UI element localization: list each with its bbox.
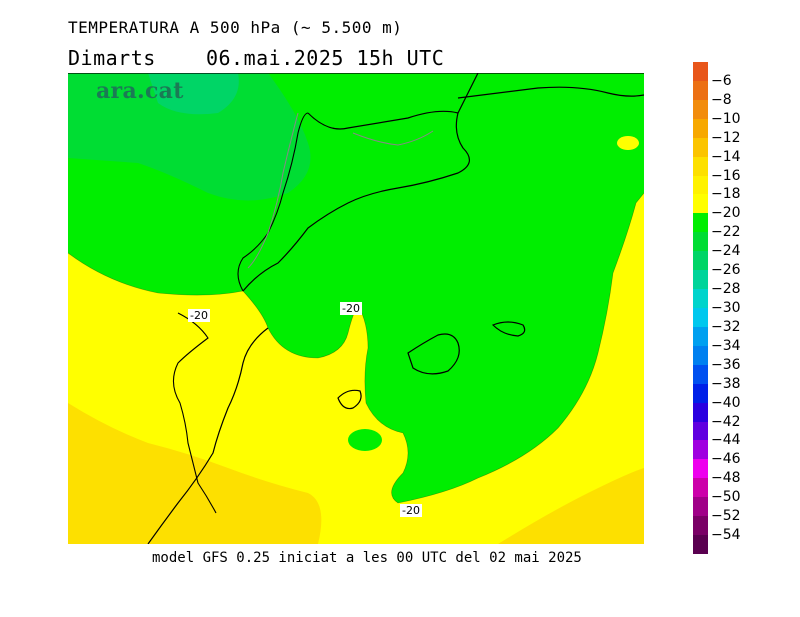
colorbar-label: −10 bbox=[711, 110, 741, 127]
coastline bbox=[68, 73, 644, 544]
colorbar-label: −22 bbox=[711, 224, 741, 241]
map-title: TEMPERATURA A 500 hPa (~ 5.500 m) bbox=[68, 18, 403, 37]
forecast-datetime: Dimarts 06.mai.2025 15h UTC bbox=[68, 46, 444, 70]
colorbar-segment bbox=[693, 497, 708, 517]
island-mallorca bbox=[407, 333, 460, 375]
ara-cat-logo: ara.cat bbox=[96, 78, 184, 104]
colorbar-segment bbox=[693, 383, 708, 404]
zone-minus24 bbox=[68, 73, 311, 201]
contour-label: -20 bbox=[400, 504, 422, 517]
colorbar-label: −50 bbox=[711, 489, 741, 506]
colorbar-label: −30 bbox=[711, 300, 741, 316]
colorbar-segment bbox=[693, 289, 708, 309]
colorbar-segment bbox=[693, 137, 708, 158]
zone-minus20 bbox=[68, 193, 644, 544]
map-canvas bbox=[68, 73, 644, 544]
zone-minus20-blob bbox=[617, 136, 639, 150]
colorbar-label: −28 bbox=[711, 281, 741, 298]
colorbar-segment bbox=[693, 421, 708, 441]
temperature-colorbar bbox=[693, 62, 708, 555]
colorbar-label: −38 bbox=[711, 375, 741, 392]
island-ibiza bbox=[337, 389, 362, 410]
colorbar-label: −54 bbox=[711, 527, 741, 544]
colorbar-segment bbox=[693, 440, 708, 460]
colorbar-segment bbox=[693, 345, 708, 366]
zone-minus18-east bbox=[498, 468, 644, 544]
colorbar-segment bbox=[693, 402, 708, 423]
colorbar-segment bbox=[693, 175, 708, 195]
colorbar-label: −36 bbox=[711, 356, 741, 373]
colorbar-segment bbox=[693, 232, 708, 252]
island-menorca bbox=[491, 321, 526, 337]
colorbar-label: −14 bbox=[711, 148, 741, 165]
model-info: model GFS 0.25 iniciat a les 00 UTC del … bbox=[152, 550, 582, 566]
zone-minus22-blob bbox=[348, 429, 382, 451]
colorbar-segment bbox=[693, 80, 708, 101]
colorbar-segment bbox=[693, 62, 708, 82]
colorbar-label: −52 bbox=[711, 508, 741, 525]
zone-minus18 bbox=[68, 403, 322, 544]
colorbar-segment bbox=[693, 308, 708, 328]
colorbar-label: −24 bbox=[711, 243, 741, 260]
colorbar-label: −6 bbox=[711, 72, 732, 89]
colorbar-label: −18 bbox=[711, 186, 741, 203]
zone-minus26 bbox=[148, 73, 239, 115]
forecast-day: Dimarts bbox=[68, 46, 156, 70]
region-border bbox=[247, 112, 434, 269]
colorbar-label: −32 bbox=[711, 318, 741, 335]
colorbar-label: −46 bbox=[711, 451, 741, 468]
colorbar-segment bbox=[693, 478, 708, 498]
colorbar-label: −34 bbox=[711, 337, 741, 354]
colorbar-segment bbox=[693, 99, 708, 120]
contour-minus20 bbox=[68, 192, 644, 504]
temperature-map: ara.cat -20 -20 -20 bbox=[68, 73, 644, 544]
colorbar-segment bbox=[693, 516, 708, 536]
colorbar-segment bbox=[693, 194, 708, 214]
colorbar-segment bbox=[693, 535, 708, 555]
colorbar-label: −26 bbox=[711, 262, 741, 279]
colorbar-label: −12 bbox=[711, 129, 741, 146]
colorbar-label: −42 bbox=[711, 413, 741, 430]
colorbar-segment bbox=[693, 326, 708, 347]
colorbar-label: −8 bbox=[711, 91, 732, 108]
colorbar-label: −16 bbox=[711, 167, 741, 184]
colorbar-label: −48 bbox=[711, 470, 741, 487]
colorbar-segment bbox=[693, 213, 708, 233]
colorbar-segment bbox=[693, 118, 708, 139]
colorbar-segment bbox=[693, 459, 708, 479]
colorbar-segment bbox=[693, 251, 708, 271]
contour-label: -20 bbox=[188, 309, 210, 322]
contour-label: -20 bbox=[340, 302, 362, 315]
country-border bbox=[172, 112, 309, 514]
colorbar-label: −40 bbox=[711, 394, 741, 411]
colorbar-segment bbox=[693, 364, 708, 385]
forecast-time: 06.mai.2025 15h UTC bbox=[205, 46, 445, 70]
colorbar-segment bbox=[693, 156, 708, 177]
colorbar-label: −20 bbox=[711, 205, 741, 222]
colorbar-segment bbox=[693, 270, 708, 290]
colorbar-label: −44 bbox=[711, 432, 741, 449]
